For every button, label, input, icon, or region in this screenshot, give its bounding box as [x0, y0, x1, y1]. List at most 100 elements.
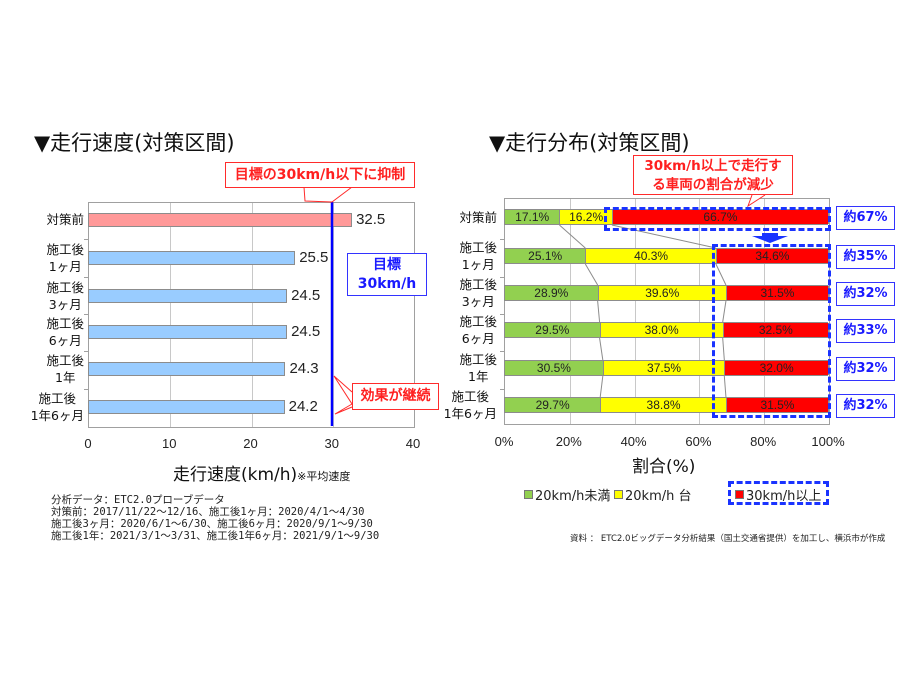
speed-value-label: 32.5 [356, 210, 386, 228]
callout-right-pointer [747, 194, 766, 208]
speed-chart-title: ▼走行速度(対策区間) [34, 131, 235, 155]
segment-20s: 38.8% [601, 398, 727, 412]
segment-under-20: 30.5% [505, 361, 604, 375]
speed-bar [88, 362, 286, 376]
x-tick-label: 40% [620, 434, 647, 449]
x-tick-label: 40 [405, 436, 421, 451]
category-label: 施工後 3ヶ月 [459, 276, 497, 310]
legend-item: 30km/h以上 [735, 485, 821, 504]
category-label-line: 1年 [55, 370, 76, 385]
x-tick-label: 20% [555, 434, 582, 449]
category-label: 施工後 3ヶ月 [46, 279, 84, 313]
category-label: 施工後 1ヶ月 [46, 241, 84, 275]
category-label-line: 1ヶ月 [461, 257, 495, 272]
approx-percentage-box: 約35% [836, 245, 895, 269]
approx-percentage-box: 約67% [836, 206, 895, 230]
approx-percentage-box: 約32% [836, 357, 895, 381]
segment-30-plus: 32.5% [723, 323, 829, 337]
y-axis-tick [500, 314, 505, 315]
category-label-line: 対策前 [46, 212, 84, 227]
category-label: 対策前 [46, 211, 84, 228]
y-axis-tick [500, 389, 505, 390]
callout-effect-continues: 効果が継続 [352, 383, 439, 410]
segment-under-20: 29.5% [505, 323, 601, 337]
category-label-line: 施工後 [459, 277, 497, 292]
approx-percentage-box: 約32% [836, 394, 895, 418]
series-connector-line [722, 337, 725, 361]
legend-item: 20km/h 台 [614, 485, 692, 504]
distribution-chart-x-axis-label: 割合(%) [632, 457, 696, 477]
grid-line [699, 199, 701, 424]
legend-label: 20km/h 台 [625, 489, 692, 504]
stacked-bar-row: 29.7% 38.8% 31.5% [504, 397, 829, 413]
segment-20s: 16.2% [560, 210, 613, 224]
category-label-line: 1年 [468, 369, 489, 384]
callout-target-suppressed: 目標の30km/h以下に抑制 [225, 162, 415, 188]
category-label: 施工後 1年6ヶ月 [31, 390, 84, 424]
segment-20s: 39.6% [598, 286, 727, 300]
y-axis-tick [500, 351, 505, 352]
speed-bar [88, 212, 353, 227]
category-label: 施工後 1ヶ月 [459, 239, 497, 273]
callout-line-2: る車両の割合が減少 [652, 177, 774, 193]
category-label-line: 施工後 [46, 315, 84, 331]
category-label-line: 施工後 [46, 242, 84, 257]
segment-under-20: 28.9% [505, 286, 599, 300]
x-tick-label: 0 [84, 436, 92, 451]
category-label-line: 施工後 [46, 353, 84, 368]
grid-line [569, 199, 571, 424]
approx-percentage-box: 約32% [836, 282, 895, 306]
y-axis-tick [84, 389, 89, 390]
speed-bar [88, 251, 296, 265]
callout-top-pointer [303, 186, 353, 203]
legend-label: 30km/h以上 [746, 489, 822, 504]
segment-30-plus: 66.7% [612, 210, 829, 224]
speed-bar [88, 400, 285, 414]
speed-value-label: 25.5 [299, 249, 329, 266]
target-box-value: 30km/h [357, 276, 417, 292]
category-label-line: 6ヶ月 [461, 331, 495, 346]
data-source-note: 資料 ： ETC2.0ビッグデータ分析結果（国土交通省提供）を加工し、横浜市が作… [570, 534, 886, 544]
stacked-bar-row: 28.9% 39.6% 31.5% [504, 285, 829, 301]
segment-under-20: 25.1% [505, 249, 587, 263]
analysis-note-line: 施工後3ヶ月：2020/6/1～6/30、施工後6ヶ月：2020/9/1～9/3… [51, 518, 373, 530]
stacked-bar-row: 29.5% 38.0% 32.5% [504, 322, 829, 338]
category-label: 施工後 6ヶ月 [459, 313, 497, 347]
y-axis-tick [84, 351, 89, 352]
highlight-before-30kmh [604, 207, 831, 231]
legend-item: 20km/h未満 [524, 485, 610, 504]
callout-high-speed-reduced: 30km/h以上で走行す る車両の割合が減少 [633, 155, 793, 195]
category-label-line: 対策前 [459, 209, 497, 225]
category-label-line: 施工後 [46, 279, 84, 295]
target-box: 目標 30km/h [347, 253, 427, 296]
category-label: 施工後 1年 [46, 352, 84, 386]
category-label-line: 施工後 [38, 391, 77, 406]
category-label-line: 施工後 [459, 314, 497, 329]
segment-20s: 40.3% [586, 249, 717, 263]
category-label-line: 1ヶ月 [48, 259, 82, 274]
series-connector-line [722, 300, 727, 323]
x-axis-label-main: 走行速度(km/h) [173, 465, 298, 485]
x-tick-label: 10 [162, 436, 177, 451]
x-tick-label: 20 [243, 436, 258, 451]
x-tick-label: 0% [494, 434, 514, 449]
grid-line [251, 203, 253, 427]
y-axis-tick [500, 239, 505, 240]
speed-value-label: 24.2 [288, 398, 318, 415]
highlight-after-30kmh [712, 244, 831, 418]
series-connector-line [597, 300, 601, 323]
segment-20s: 37.5% [603, 361, 726, 375]
category-label-line: 1年6ヶ月 [30, 408, 84, 423]
speed-chart-x-axis-label: 走行速度(km/h)※平均速度 [173, 460, 350, 485]
speed-value-label: 24.5 [291, 322, 321, 340]
speed-bar [88, 288, 288, 303]
analysis-note-line: 対策前：2017/11/22～12/16、施工後1ヶ月：2020/4/1～4/3… [51, 506, 365, 518]
legend-label: 20km/h未満 [535, 489, 611, 504]
speed-value-label: 24.5 [291, 286, 321, 304]
y-axis-tick [500, 277, 505, 278]
category-label: 対策前 [459, 209, 497, 226]
series-connector-line [715, 263, 727, 286]
down-arrow-icon [752, 233, 788, 243]
